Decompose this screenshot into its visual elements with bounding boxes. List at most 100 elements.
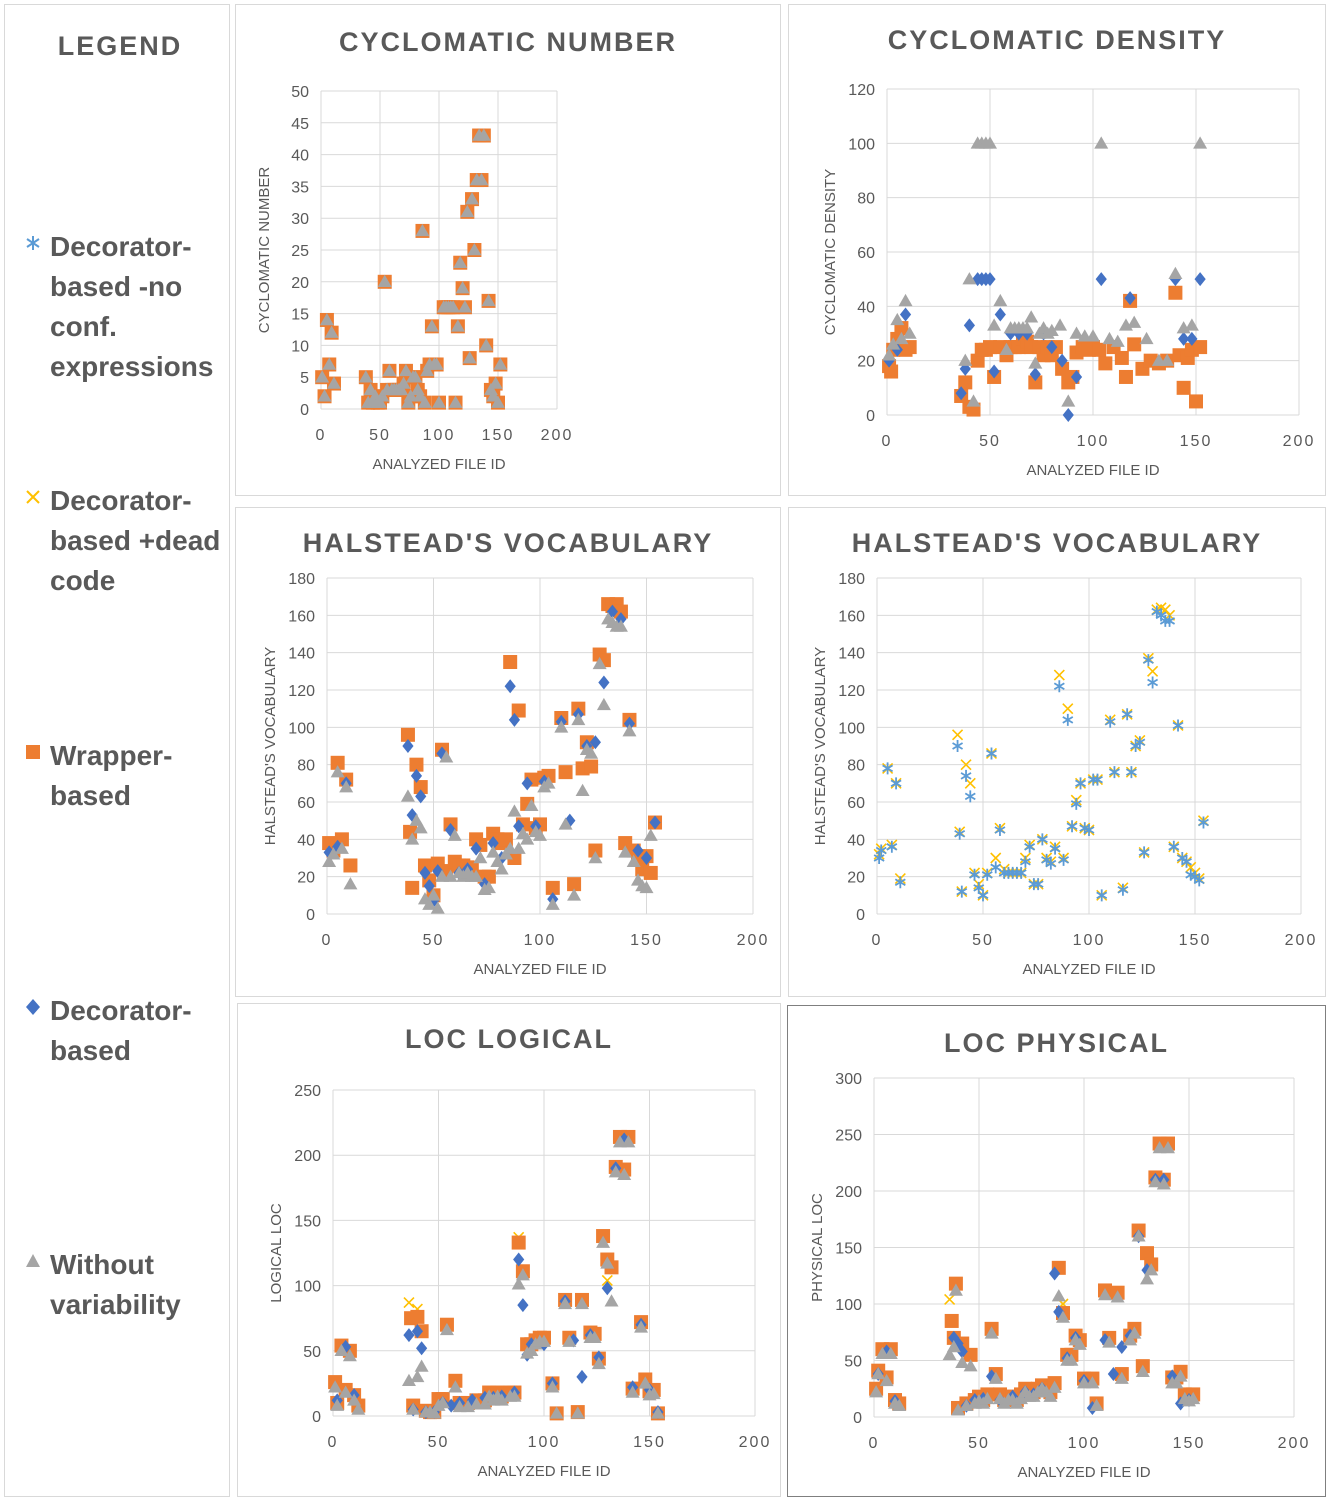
y-tick-label: 250: [294, 1083, 321, 1100]
y-axis-label: CYCLOMATIC NUMBER: [256, 167, 273, 334]
series-triangle: [882, 136, 1208, 407]
data-point-triangle: [549, 1406, 564, 1419]
data-point-triangle: [319, 312, 334, 326]
data-point-triangle: [1043, 1389, 1058, 1402]
data-point-asterisk: [1062, 713, 1074, 726]
data-point-square: [1098, 356, 1113, 371]
data-point-diamond: [615, 612, 627, 627]
series-square: [882, 285, 1208, 417]
data-point-asterisk: [1151, 605, 1163, 618]
y-tick-label: 150: [294, 1213, 321, 1230]
data-point-triangle: [639, 880, 654, 894]
data-point-asterisk: [886, 840, 898, 853]
data-point-square: [545, 880, 560, 895]
data-point-asterisk: [1049, 842, 1061, 855]
data-point-diamond: [1186, 331, 1198, 346]
data-point-asterisk: [1159, 614, 1171, 627]
data-point-x: [951, 729, 964, 741]
x-axis-label: ANALYZED FILE ID: [372, 456, 505, 473]
data-point-triangle: [334, 1343, 349, 1357]
x-axis-label: ANALYZED FILE ID: [1022, 961, 1155, 978]
y-axis-label: HALSTEAD'S VOCABULARY: [812, 647, 829, 846]
data-point-triangle: [511, 841, 526, 854]
data-point-diamond: [1037, 326, 1050, 341]
data-point-triangle: [955, 1355, 970, 1369]
y-tick-label: 0: [306, 907, 315, 924]
gridlines: [320, 90, 558, 410]
data-point-triangle: [958, 353, 973, 366]
data-point-triangle: [422, 897, 437, 910]
data-point-asterisk: [1125, 766, 1137, 779]
y-tick-label: 100: [294, 1279, 321, 1296]
data-point-triangle: [476, 128, 491, 141]
cyclomatic-density-plot: 0 20 40 60 80 100 120 0 50 100 150 200 ANALYZED FILE…: [822, 82, 1313, 479]
data-point-triangle: [347, 1393, 362, 1406]
x-tick-label: 50: [972, 932, 994, 949]
data-point-triangle: [343, 877, 358, 890]
chart-title: CYCLOMATIC NUMBER: [339, 27, 677, 57]
data-point-asterisk: [981, 868, 993, 881]
data-point-asterisk: [1096, 889, 1108, 902]
y-tick-label: 50: [303, 1344, 321, 1361]
data-point-diamond: [952, 1336, 964, 1351]
data-point-triangle: [562, 1334, 577, 1347]
data-point-asterisk: [1002, 866, 1014, 879]
data-point-diamond: [649, 815, 661, 830]
series-x: [873, 602, 1210, 901]
data-point-square: [558, 765, 573, 780]
data-point-triangle: [1127, 1326, 1142, 1339]
data-point-triangle: [571, 712, 586, 726]
data-point-asterisk: [1147, 676, 1159, 689]
x-tick-label: 100: [1068, 1435, 1101, 1452]
data-point-diamond: [1062, 408, 1074, 422]
diamond-marker-icon: [26, 999, 40, 1015]
chart-panel-cyclomatic-density: CYCLOMATIC DENSITY 0 20 40 60 80 100 120 0 50 100…: [788, 4, 1326, 496]
data-point-triangle: [358, 370, 373, 383]
data-point-asterisk: [894, 876, 906, 889]
data-point-asterisk: [1189, 870, 1201, 883]
data-point-triangle: [481, 880, 496, 894]
chart-panel-halstead-vocabulary-2: HALSTEAD'S VOCABULARY 0 20 40 60 80 100 120 140…: [788, 507, 1326, 997]
data-point-triangle: [1148, 1174, 1163, 1188]
data-point-triangle: [983, 136, 997, 149]
x-tick-label: 100: [1073, 932, 1106, 949]
data-point-triangle: [533, 828, 547, 841]
data-point-asterisk: [1121, 708, 1133, 721]
y-tick-label: 40: [857, 299, 875, 316]
data-point-asterisk: [1024, 840, 1036, 853]
y-tick-label: 200: [294, 1148, 321, 1165]
data-point-diamond: [415, 789, 427, 804]
x-axis-label: ANALYZED FILE ID: [477, 1463, 610, 1480]
data-point-square: [1092, 342, 1107, 357]
data-point-triangle: [650, 1406, 665, 1419]
y-tick-label: 60: [847, 795, 865, 812]
data-point-square: [1176, 380, 1191, 395]
series-square: [869, 1136, 1201, 1415]
halstead-vocabulary-plot: 0 20 40 60 80 100 120 140 160 180 0 50 100 150 200 ANAL…: [262, 571, 767, 978]
data-point-triangle: [462, 351, 477, 364]
data-point-triangle: [999, 342, 1014, 356]
data-point-triangle: [1024, 310, 1039, 323]
y-tick-label: 40: [297, 832, 315, 849]
x-tick-label: 200: [1285, 932, 1318, 949]
data-point-diamond: [988, 364, 1000, 379]
data-point-diamond: [1049, 1266, 1061, 1281]
data-point-triangle: [427, 1406, 442, 1419]
data-point-triangle: [951, 1403, 965, 1416]
data-point-triangle: [545, 1380, 560, 1393]
data-point-triangle: [460, 204, 475, 218]
data-point-triangle: [467, 243, 482, 256]
data-point-square: [588, 843, 603, 858]
data-point-triangle: [902, 326, 917, 339]
data-point-square: [410, 1309, 425, 1324]
y-tick-label: 45: [291, 116, 309, 133]
data-point-triangle: [1098, 1287, 1112, 1301]
data-point-diamond: [1124, 291, 1136, 306]
data-point-square: [413, 780, 428, 795]
y-tick-label: 100: [288, 720, 315, 737]
data-point-triangle: [879, 1373, 894, 1387]
data-point-triangle: [432, 395, 446, 408]
data-point-x: [1185, 861, 1197, 873]
gridlines: [886, 88, 1300, 416]
data-point-square: [567, 877, 582, 892]
